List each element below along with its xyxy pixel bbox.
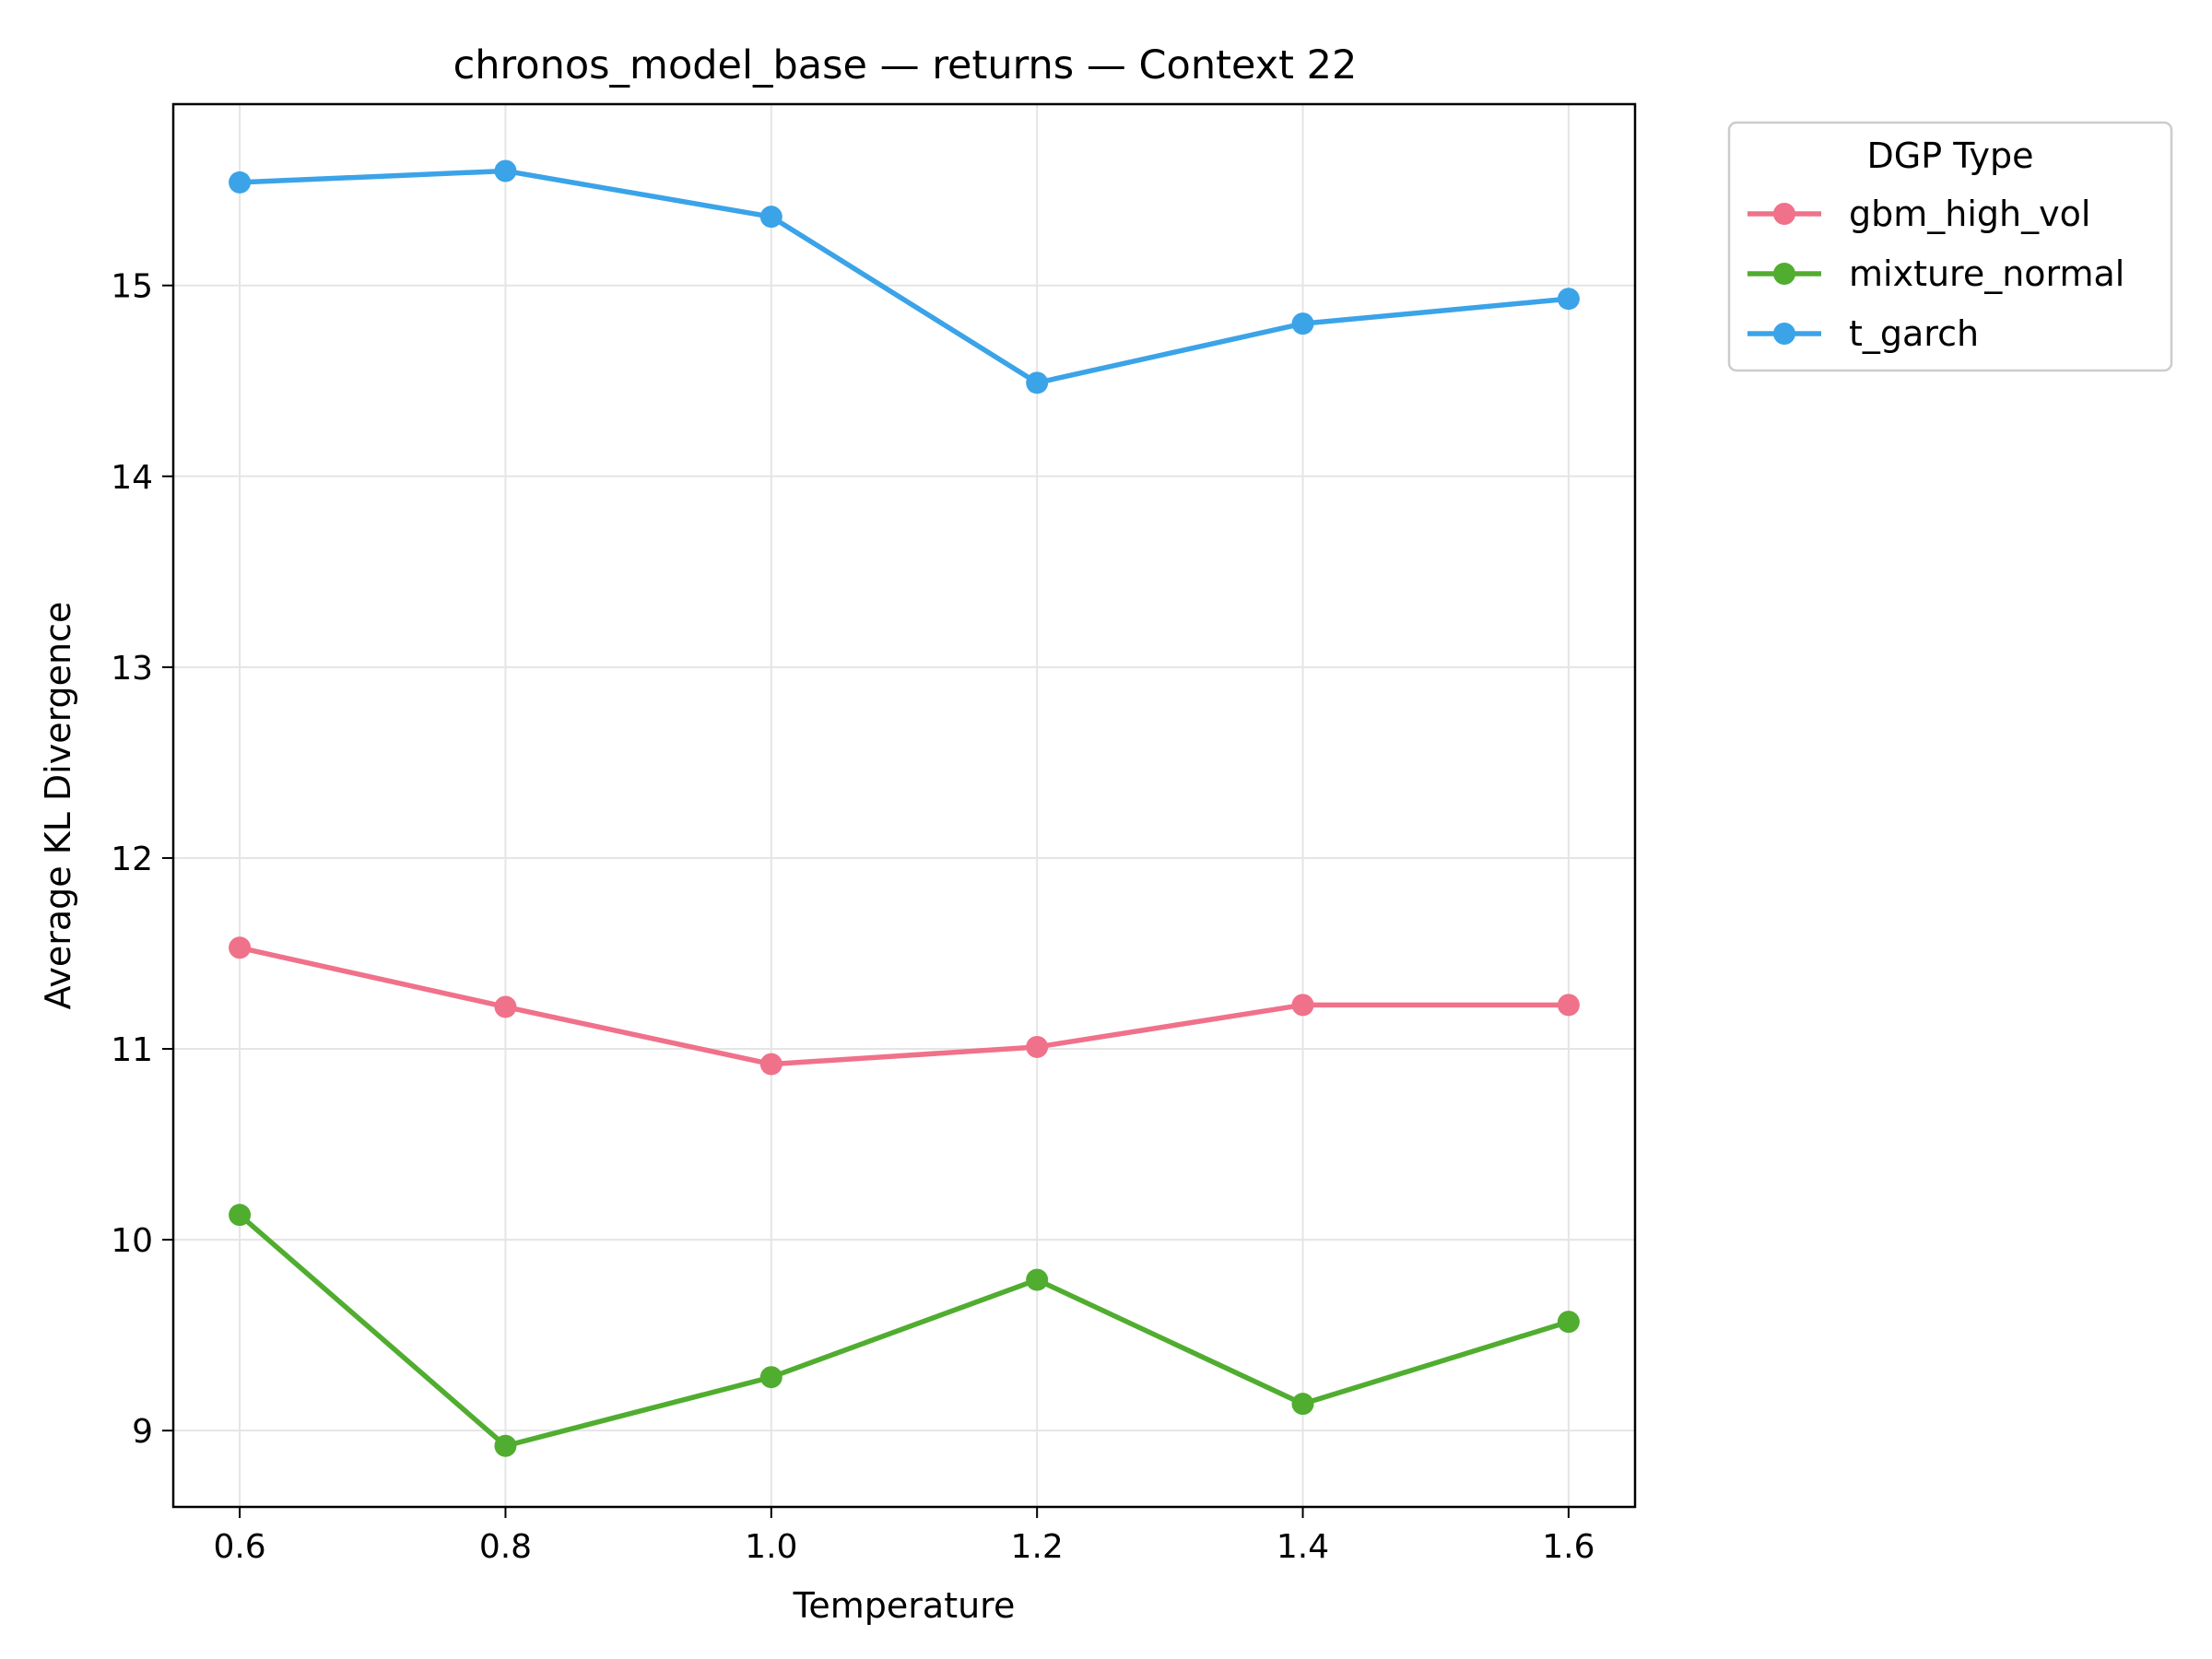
data-point-mixture_normal bbox=[759, 1366, 782, 1389]
data-point-mixture_normal bbox=[494, 1434, 517, 1457]
y-tick-label: 11 bbox=[111, 1031, 153, 1069]
grid bbox=[173, 104, 1635, 1507]
plot-frame bbox=[171, 102, 1637, 1509]
legend-item-gbm_high_vol: gbm_high_vol bbox=[1747, 194, 2090, 234]
legend-label: gbm_high_vol bbox=[1849, 194, 2090, 234]
data-point-mixture_normal bbox=[229, 1204, 252, 1227]
x-tick-label: 1.4 bbox=[1277, 1528, 1329, 1566]
y-tick-label: 10 bbox=[111, 1222, 153, 1260]
chart-title: chronos_model_base — returns — Context 2… bbox=[453, 42, 1358, 88]
legend-title: DGP Type bbox=[1867, 135, 2034, 176]
data-point-gbm_high_vol bbox=[1557, 994, 1580, 1017]
x-tick-label: 1.6 bbox=[1542, 1528, 1594, 1566]
data-point-t_garch bbox=[494, 159, 517, 182]
legend-item-t_garch: t_garch bbox=[1747, 313, 1979, 354]
axes: 0.6 0.8 1.0 1.2 1.4 1.6 9 10 11 12 13 14 15 bbox=[111, 268, 1594, 1566]
data-point-t_garch bbox=[759, 206, 782, 229]
x-tick-label: 0.8 bbox=[479, 1528, 532, 1566]
data-point-t_garch bbox=[1026, 371, 1049, 394]
y-tick-label: 12 bbox=[111, 841, 153, 878]
series-mixture_normal bbox=[229, 1204, 1580, 1457]
x-tick-label: 1.2 bbox=[1011, 1528, 1064, 1566]
series-line-gbm_high_vol bbox=[237, 945, 1571, 1067]
data-point-t_garch bbox=[229, 171, 252, 194]
y-axis-label: Average KL Divergence bbox=[38, 602, 78, 1010]
series-lines bbox=[229, 159, 1580, 1457]
x-tick-label: 0.6 bbox=[213, 1528, 265, 1566]
legend-swatch-marker bbox=[1773, 323, 1795, 345]
series-t_garch bbox=[229, 159, 1580, 394]
legend-swatch-marker bbox=[1773, 263, 1795, 285]
data-point-gbm_high_vol bbox=[229, 936, 252, 959]
y-tick-label: 15 bbox=[111, 268, 153, 306]
y-tick-label: 14 bbox=[111, 459, 153, 497]
series-line-mixture_normal bbox=[237, 1212, 1571, 1449]
legend-items: gbm_high_vol mixture_normal t_garch bbox=[1747, 194, 2124, 354]
y-tick-label: 13 bbox=[111, 650, 153, 688]
legend-item-mixture_normal: mixture_normal bbox=[1747, 253, 2124, 294]
data-point-t_garch bbox=[1291, 312, 1314, 335]
x-tick-label: 1.0 bbox=[745, 1528, 797, 1566]
y-tick-label: 9 bbox=[132, 1413, 153, 1451]
data-point-gbm_high_vol bbox=[1026, 1035, 1049, 1058]
legend-box bbox=[1727, 121, 2173, 372]
data-point-mixture_normal bbox=[1557, 1311, 1580, 1334]
data-point-gbm_high_vol bbox=[759, 1053, 782, 1076]
data-point-t_garch bbox=[1557, 288, 1580, 311]
legend-swatch-marker bbox=[1773, 203, 1795, 225]
data-point-mixture_normal bbox=[1026, 1268, 1049, 1291]
legend-label: t_garch bbox=[1849, 313, 1979, 354]
data-point-mixture_normal bbox=[1291, 1393, 1314, 1416]
series-gbm_high_vol bbox=[229, 936, 1580, 1076]
x-axis-label: Temperature bbox=[793, 1585, 1016, 1626]
data-point-gbm_high_vol bbox=[1291, 994, 1314, 1017]
legend-label: mixture_normal bbox=[1849, 253, 2124, 294]
data-point-gbm_high_vol bbox=[494, 995, 517, 1018]
series-line-t_garch bbox=[237, 168, 1571, 386]
legend: DGP Type gbm_high_vol mixture_normal t_gar… bbox=[1727, 121, 2173, 372]
